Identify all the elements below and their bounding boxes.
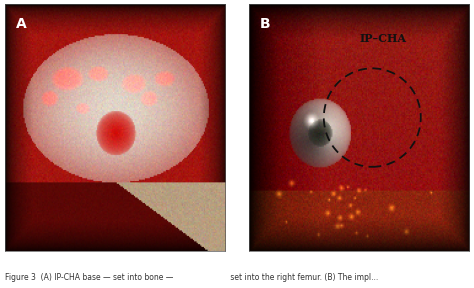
Text: A: A (16, 17, 27, 31)
Text: B: B (260, 17, 271, 31)
Text: Figure 3  (A) IP-CHA base — set into bone —                        set into the : Figure 3 (A) IP-CHA base — set into bone… (5, 273, 378, 282)
Text: IP–CHA: IP–CHA (360, 33, 407, 44)
